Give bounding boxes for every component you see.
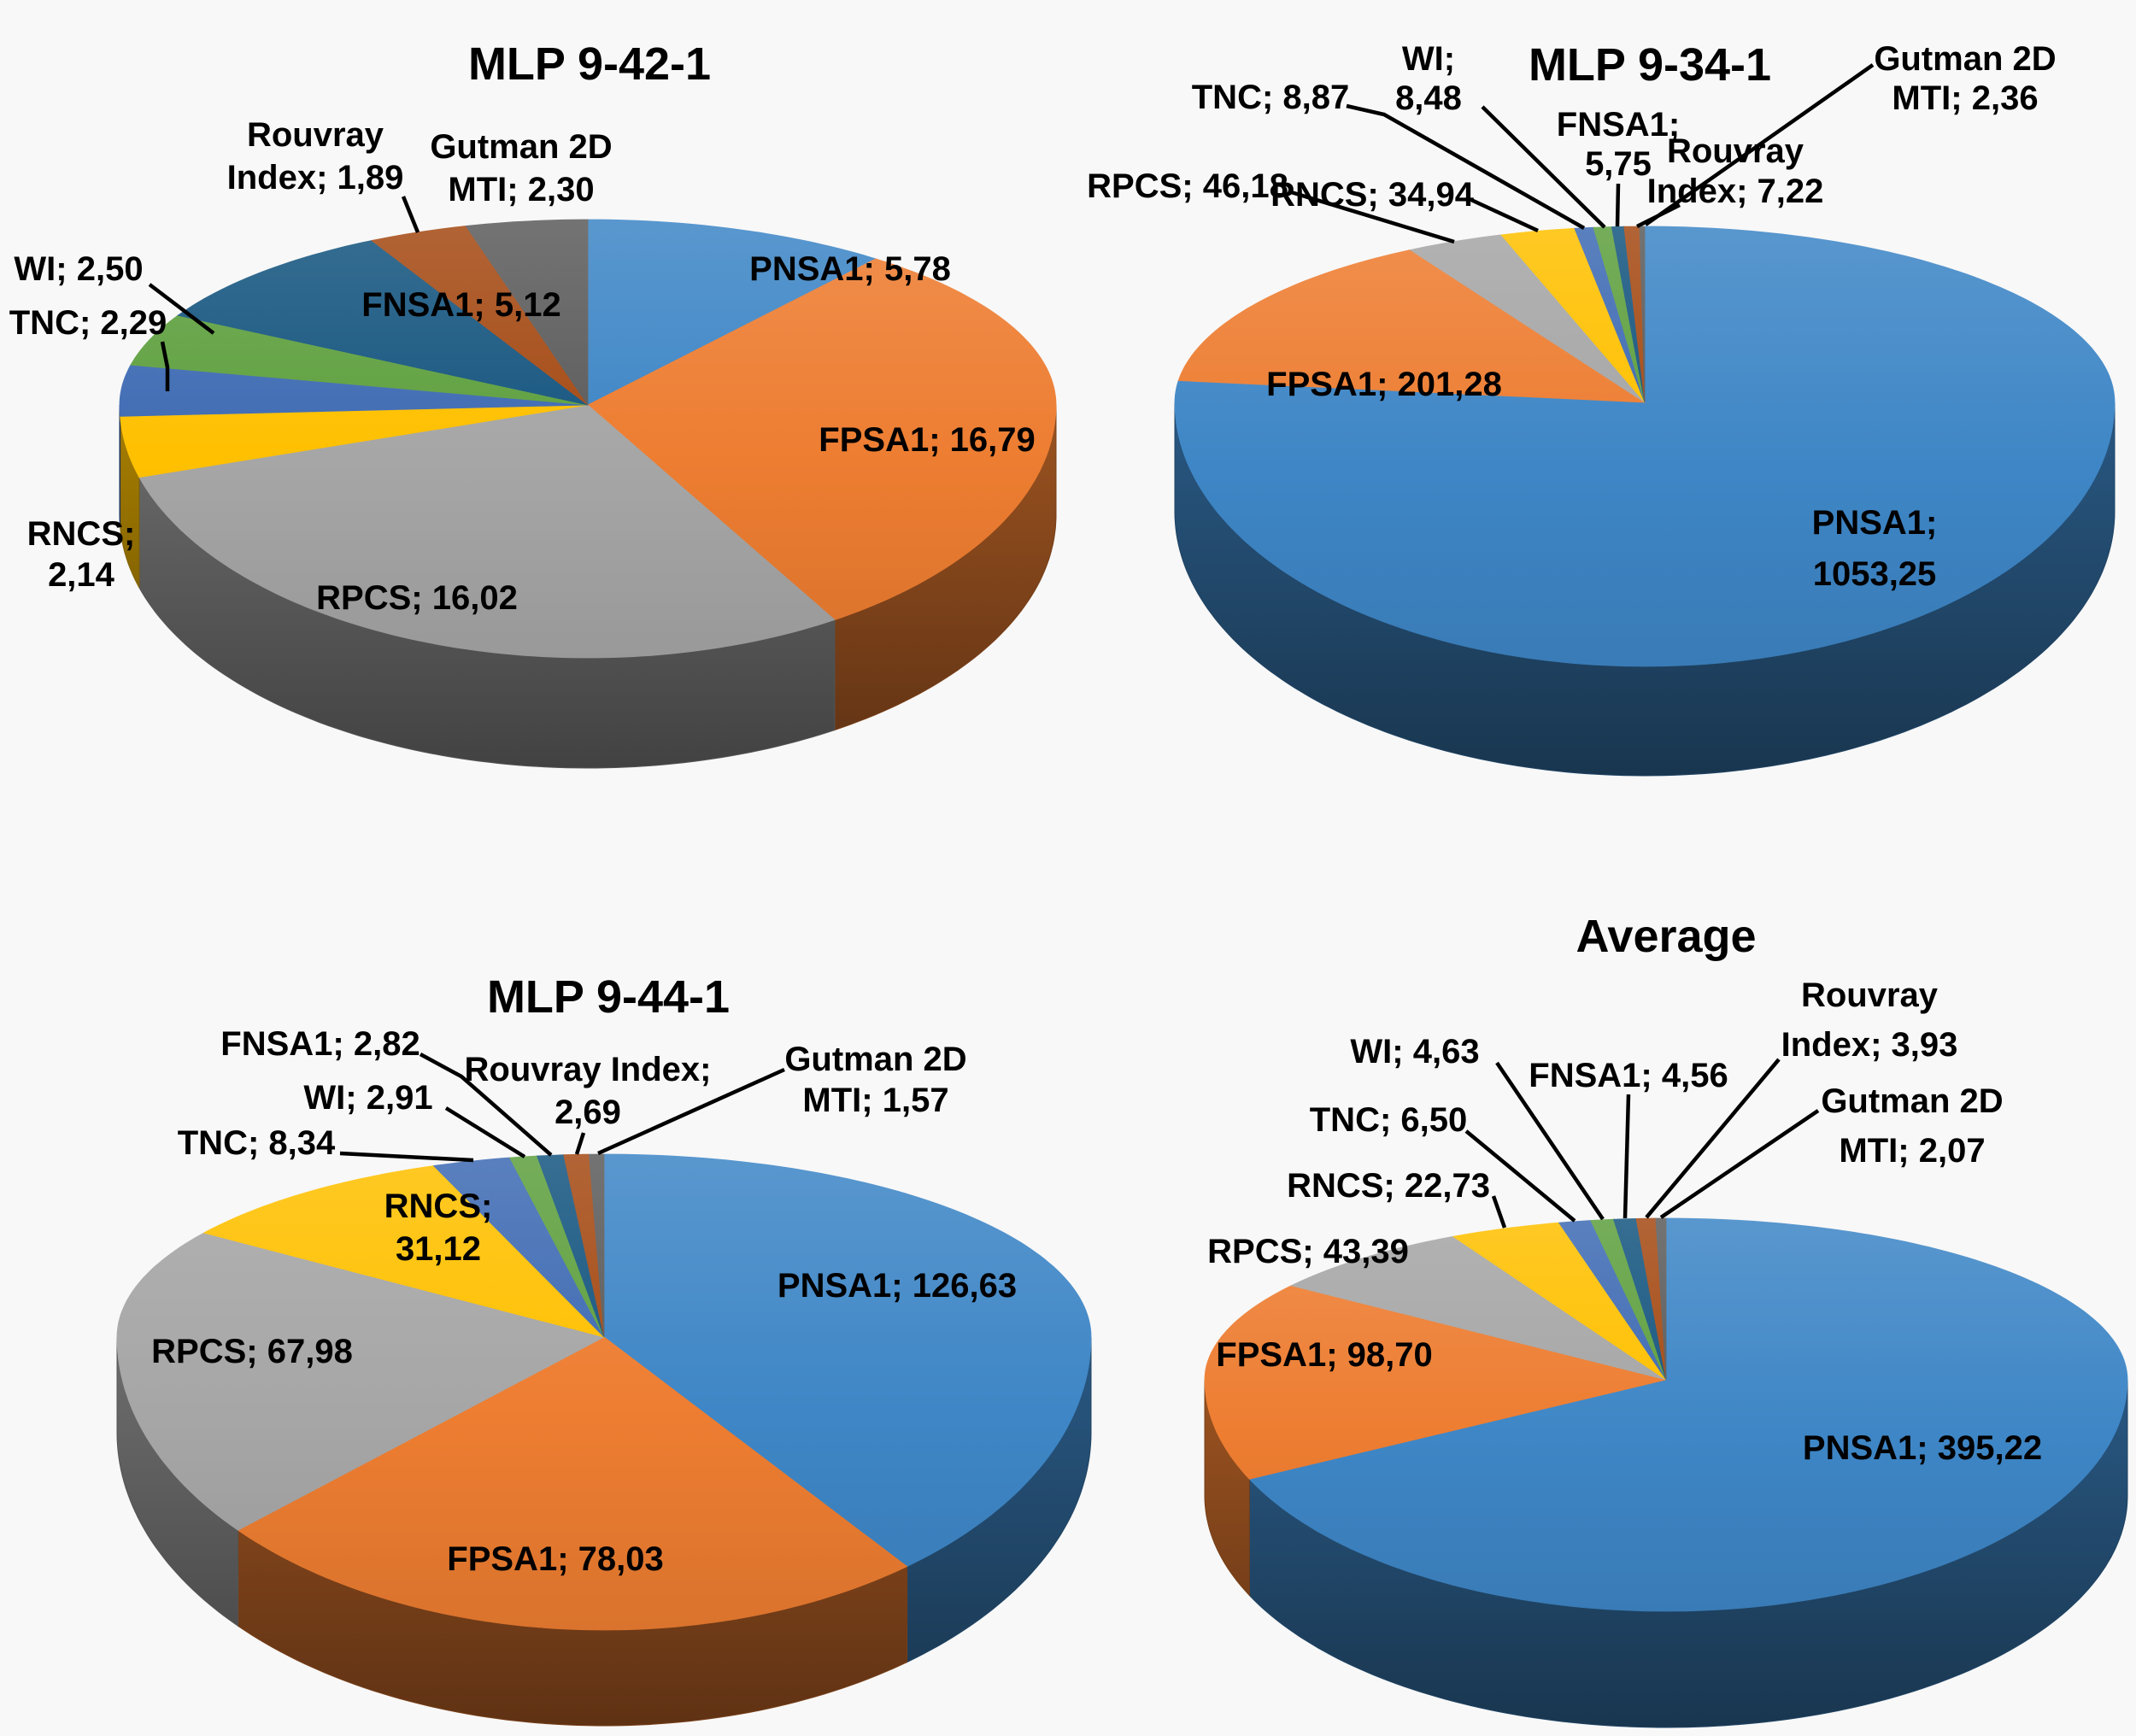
slice-label-RNCS: RNCS; 22,73: [1287, 1167, 1490, 1205]
slice-label-RNCS: RNCS; 34,94: [1270, 176, 1475, 214]
slice-label-WI: WI; 2,50: [14, 250, 143, 288]
chart-title-3: MLP 9-44-1: [487, 971, 730, 1023]
leader-line-TNC: [160, 341, 170, 391]
pie-slice-RPCS: [138, 404, 836, 659]
slice-label-WI: WI; 2,91: [303, 1079, 432, 1117]
leader-line-Rouvray Index: [574, 1132, 586, 1155]
chart-title-2: MLP 9-34-1: [1529, 39, 1771, 91]
pie-slice-RNCS: [1500, 227, 1646, 403]
slice-label-TNC: TNC; 8,34: [178, 1124, 336, 1162]
leader-line-Rouvray Index: [401, 196, 420, 233]
chart-group-3: PNSA1; 126,63 FPSA1; 78,03 RPCS; 67,98 RNCS…: [116, 971, 1092, 1727]
pie-slice-RNCS: [1452, 1222, 1667, 1381]
leader-line-Gutman 2D MTI: [597, 1067, 785, 1156]
slice-label-RPCS: RPCS; 67,98: [151, 1333, 353, 1370]
pie-slice-Rouvray Index: [370, 226, 589, 406]
leader-line-TNC: [1346, 103, 1586, 230]
leader-line-WI: [444, 1106, 526, 1158]
slice-label-RPCS: RPCS; 16,02: [316, 579, 518, 617]
pie-slice-RPCS: [1409, 234, 1646, 403]
leader-line-WI: [148, 283, 215, 335]
slice-label-PNSA1: PNSA1; 126,63: [778, 1267, 1017, 1305]
slice-label-Rouvray Index: Rouvray Index; 7,22: [1647, 132, 1824, 210]
slice-label-FNSA1: FNSA1; 5,12: [361, 286, 560, 324]
slice-label-Gutman 2D MTI: Gutman 2D MTI; 2,30: [430, 128, 612, 208]
pie-slice-FPSA1: [587, 258, 1057, 620]
chart-group-2: PNSA1; 1053,25 FPSA1; 201,28 RPCS; 46,18RNC…: [1087, 39, 2115, 777]
leader-line-FNSA1: [1615, 183, 1621, 227]
slice-label-PNSA1: PNSA1; 1053,25: [1812, 504, 1938, 593]
pie-slice-PNSA1: [1174, 226, 2115, 667]
slice-label-FPSA1: FPSA1; 16,79: [819, 421, 1035, 459]
pie-slice-FPSA1: [1204, 1285, 1667, 1480]
chart-group-4: PNSA1; 395,22 FPSA1; 98,70 RPCS; 43,39 RNCS…: [1204, 911, 2128, 1728]
leader-line-RPCS: [1288, 189, 1455, 244]
leader-line-WI: [1495, 1061, 1605, 1221]
leader-line-RNCS: [1491, 1195, 1507, 1229]
slice-label-FPSA1: FPSA1; 201,28: [1266, 366, 1502, 403]
pie-slice-Gutman 2D MTI: [1655, 1217, 1667, 1381]
pie-slice-Gutman 2D MTI: [465, 219, 589, 407]
chart-title-4: Average: [1576, 911, 1756, 962]
pie-slice-FPSA1: [237, 1336, 908, 1631]
leader-line-Rouvray Index: [1645, 1058, 1781, 1219]
pie-slice-WI: [130, 314, 589, 406]
pie-slice-FNSA1: [177, 240, 589, 406]
pie-slice-RNCS: [120, 404, 589, 478]
leader-line-FNSA1: [419, 1053, 553, 1157]
slice-label-TNC: TNC; 2,29: [9, 304, 167, 342]
slice-label-Gutman 2D MTI: Gutman 2D MTI; 2,36: [1874, 40, 2056, 117]
pie-slice-RPCS: [1290, 1235, 1667, 1381]
leader-line-TNC: [339, 1151, 474, 1163]
slice-label-FNSA1: FNSA1; 4,56: [1529, 1057, 1728, 1094]
slice-label-FNSA1: FNSA1; 2,82: [220, 1025, 420, 1063]
slice-label-PNSA1: PNSA1; 5,78: [749, 250, 951, 288]
slice-label-RNCS: RNCS; 31,12: [384, 1188, 493, 1268]
slice-label-RPCS: RPCS; 46,18: [1087, 167, 1288, 205]
leader-line-FNSA1: [1623, 1094, 1631, 1219]
slice-label-Rouvray Index: Rouvray Index; 3,93: [1781, 976, 1958, 1064]
slice-label-Rouvray Index: Rouvray Index; 2,69: [465, 1051, 712, 1131]
slice-label-RNCS: RNCS; 2,14: [27, 515, 136, 594]
leader-line-Gutman 2D MTI: [1644, 63, 1875, 226]
slice-label-Rouvray Index: Rouvray Index; 1,89: [227, 116, 404, 196]
slice-label-FPSA1: FPSA1; 78,03: [447, 1540, 663, 1578]
slice-label-FPSA1: FPSA1; 98,70: [1216, 1336, 1432, 1374]
pie-slice-PNSA1: [603, 1153, 1092, 1568]
leader-line-WI: [1481, 105, 1606, 229]
pie-slice-RNCS: [202, 1165, 606, 1338]
leader-line-TNC: [1464, 1129, 1576, 1223]
pie-slice-PNSA1: [587, 219, 877, 406]
slice-label-PNSA1: PNSA1; 395,22: [1803, 1429, 2042, 1467]
pie-slice-PNSA1: [1248, 1217, 2128, 1612]
slice-label-TNC: TNC; 6,50: [1310, 1101, 1468, 1139]
pie-slice-FPSA1: [1177, 249, 1646, 403]
slice-label-TNC: TNC; 8,87: [1192, 79, 1350, 116]
slice-label-FNSA1: FNSA1; 5,75: [1557, 106, 1680, 183]
slice-label-Gutman 2D MTI: Gutman 2D MTI; 1,57: [784, 1041, 966, 1119]
chart-group-1: PNSA1; 5,78 FPSA1; 16,79 RPCS; 16,02 RNCS; 2…: [9, 38, 1057, 769]
pie-slice-RPCS: [116, 1232, 606, 1531]
slice-label-RPCS: RPCS; 43,39: [1207, 1233, 1409, 1270]
slice-label-WI: WI; 4,63: [1350, 1033, 1479, 1070]
slice-label-Gutman 2D MTI: Gutman 2D MTI; 2,07: [1821, 1082, 2003, 1170]
chart-title-1: MLP 9-42-1: [468, 38, 711, 90]
slice-label-WI: WI; 8,48: [1395, 40, 1462, 117]
pie-slice-TNC: [119, 364, 589, 417]
leader-line-RNCS: [1470, 197, 1539, 233]
leader-line-Gutman 2D MTI: [1659, 1109, 1820, 1219]
pie-slice-Gutman 2D MTI: [1639, 226, 1646, 403]
